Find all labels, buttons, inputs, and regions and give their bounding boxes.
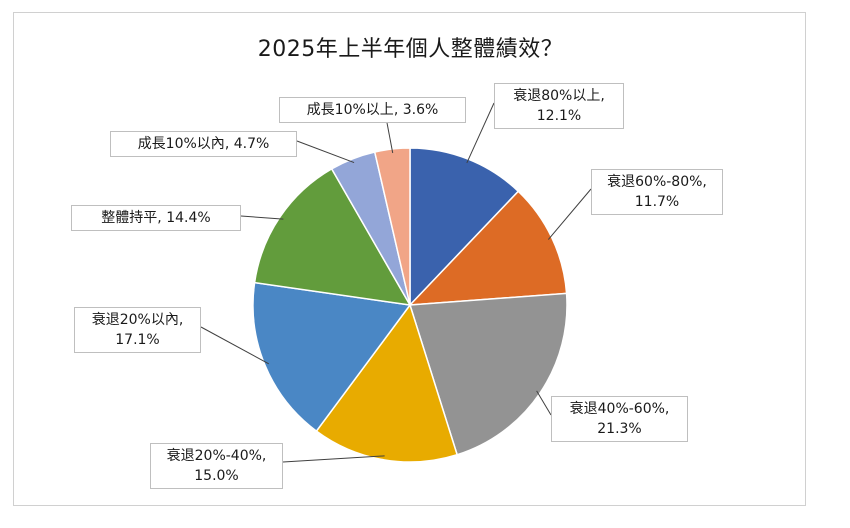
pie-slice [252,281,412,433]
pie-slice [408,190,568,306]
slice-label-value: 14.4% [166,210,211,226]
slice-label-value: 12.1% [536,108,582,124]
leader-line [536,390,552,416]
slice-label-value: 11.7% [634,194,680,210]
label-slice-0: 衰退80%以上, 12.1% [494,83,624,129]
slice-label-name: 成長10%以上 [306,102,394,118]
slice-label-name: 衰退20%-40% [166,448,262,464]
slice-label-value: 17.1% [115,332,160,348]
slice-label-name: 衰退40%-60% [569,401,665,417]
chart-title: 2025年上半年個人整體績效？ [257,37,564,62]
label-slice-7: 成長10%以上, 3.6% [279,97,466,123]
pie-slice [253,167,412,306]
leader-line [466,102,495,164]
leader-line [547,188,592,240]
slice-label-value: 3.6% [402,102,439,118]
slice-label-name: 整體持平 [101,210,158,226]
leader-line [282,455,385,463]
slice-label-name: 衰退60%-80% [607,174,703,190]
slice-label-name: 成長10%以內 [137,136,225,152]
pie-chart [200,102,592,463]
label-slice-6: 成長10%以內, 4.7% [110,131,297,157]
leader-line [200,326,269,365]
chart-area: 2025年上半年個人整體績效？ 衰退80%以上, 12.1% 衰退60%-80%… [13,12,806,506]
label-slice-2: 衰退40%-60%, 21.3% [551,396,688,442]
leader-line [240,215,284,220]
slice-label-name: 衰退80%以上 [513,88,601,104]
pie-slice [409,292,568,456]
slice-label-value: 21.3% [597,421,642,437]
label-slice-4: 衰退20%以內, 17.1% [74,307,201,353]
label-slice-1: 衰退60%-80%, 11.7% [591,169,723,215]
label-slice-5: 整體持平, 14.4% [71,205,241,231]
slice-label-name: 衰退20%以內 [91,312,179,328]
label-slice-3: 衰退20%-40%, 15.0% [150,443,283,489]
slice-label-value: 15.0% [194,468,239,484]
leader-line [296,140,355,164]
pie-slice [315,303,459,463]
slice-label-value: 4.7% [233,136,270,152]
